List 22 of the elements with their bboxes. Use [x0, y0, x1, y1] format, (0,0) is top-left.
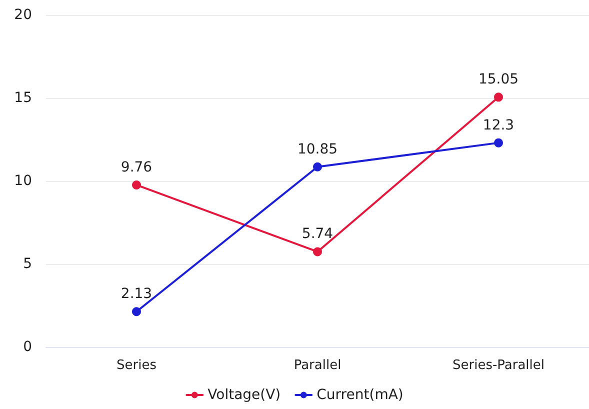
x-tick-label: Series-Parallel [452, 358, 545, 373]
y-tick-label: 0 [23, 339, 32, 355]
x-tick-label: Series [116, 358, 157, 373]
data-label: 15.05 [478, 72, 519, 88]
y-tick-label: 5 [23, 256, 32, 272]
data-label: 2.13 [120, 286, 152, 302]
legend-label: Voltage(V) [208, 387, 281, 403]
point [494, 92, 503, 102]
y-tick-label: 15 [14, 90, 32, 106]
point [494, 138, 503, 148]
y-tick-label: 20 [14, 7, 32, 23]
point [132, 307, 141, 316]
data-label: 12.3 [482, 117, 514, 134]
legend-label: Current(mA) [316, 387, 404, 403]
point [132, 180, 141, 190]
y-tick-label: 10 [14, 173, 32, 189]
data-label: 5.74 [302, 226, 334, 242]
data-label: 10.85 [297, 141, 338, 158]
point [313, 162, 322, 172]
point [313, 247, 322, 256]
data-label: 9.76 [120, 159, 152, 176]
x-tick-label: Parallel [294, 358, 342, 373]
